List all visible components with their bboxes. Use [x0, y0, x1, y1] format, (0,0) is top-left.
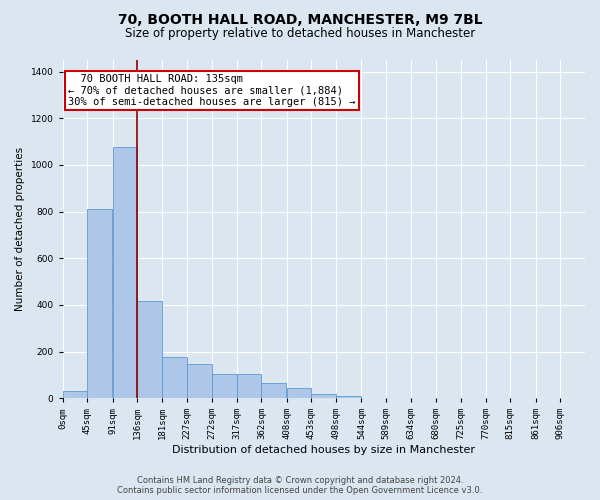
Bar: [187, 364, 212, 398]
Bar: [162, 358, 187, 398]
Text: Contains HM Land Registry data © Crown copyright and database right 2024.
Contai: Contains HM Land Registry data © Crown c…: [118, 476, 482, 495]
Bar: [137, 302, 162, 398]
Bar: [262, 383, 286, 398]
Text: 70, BOOTH HALL ROAD, MANCHESTER, M9 7BL: 70, BOOTH HALL ROAD, MANCHESTER, M9 7BL: [118, 12, 482, 26]
Text: Size of property relative to detached houses in Manchester: Size of property relative to detached ho…: [125, 28, 475, 40]
Bar: [311, 394, 336, 398]
X-axis label: Distribution of detached houses by size in Manchester: Distribution of detached houses by size …: [172, 445, 475, 455]
Bar: [237, 374, 262, 398]
Bar: [113, 148, 137, 398]
Bar: [88, 210, 112, 398]
Text: 70 BOOTH HALL ROAD: 135sqm
← 70% of detached houses are smaller (1,884)
30% of s: 70 BOOTH HALL ROAD: 135sqm ← 70% of deta…: [68, 74, 356, 107]
Bar: [287, 388, 311, 398]
Y-axis label: Number of detached properties: Number of detached properties: [15, 147, 25, 311]
Bar: [212, 374, 237, 398]
Bar: [336, 396, 361, 398]
Bar: [62, 391, 88, 398]
